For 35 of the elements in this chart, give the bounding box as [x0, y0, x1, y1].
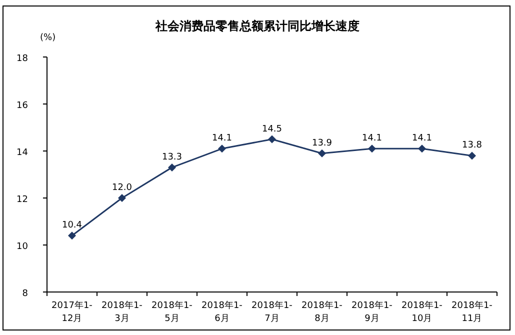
- point: [418, 144, 426, 153]
- y-tick-label: 14: [16, 148, 28, 158]
- point: [318, 149, 326, 158]
- data-label: 12.0: [112, 183, 132, 193]
- x-tick-label: 2018年1-9月: [352, 300, 392, 324]
- y-tick-label: 18: [16, 54, 28, 64]
- y-tick-label: 16: [16, 101, 28, 111]
- data-label: 13.8: [462, 140, 482, 151]
- y-tick-label: 10: [16, 242, 28, 252]
- x-tick-label: 2018年1-5月: [152, 300, 192, 324]
- data-label: 13.3: [162, 152, 182, 162]
- data-label: 10.4: [62, 220, 82, 231]
- data-label: 14.1: [412, 134, 432, 144]
- y-tick-label: 12: [16, 195, 28, 205]
- point: [68, 232, 76, 240]
- point: [368, 144, 376, 153]
- point: [268, 135, 276, 144]
- point: [118, 194, 126, 202]
- x-tick-label: 2018年1-3月: [102, 300, 142, 324]
- data-label: 14.1: [362, 134, 382, 144]
- x-tick-label: 2018年1-8月: [302, 300, 342, 324]
- y-axis-title: (%): [40, 33, 56, 43]
- y-tick-label: 8: [22, 289, 28, 299]
- data-label: 14.5: [262, 124, 282, 134]
- x-tick-label: 2018年1-10月: [402, 300, 442, 324]
- x-tick-label: 2018年1-11月: [452, 300, 492, 324]
- point: [468, 152, 476, 160]
- point: [218, 144, 226, 153]
- x-tick-label: 2018年1-7月: [252, 300, 292, 324]
- data-label: 14.1: [212, 134, 232, 144]
- chart-title: 社会消费品零售总额累计同比增长速度: [154, 19, 360, 33]
- point: [168, 163, 176, 172]
- data-label: 13.9: [312, 138, 332, 148]
- x-tick-label: 2017年1-12月: [52, 300, 92, 324]
- x-tick-label: 2018年1-6月: [202, 300, 242, 324]
